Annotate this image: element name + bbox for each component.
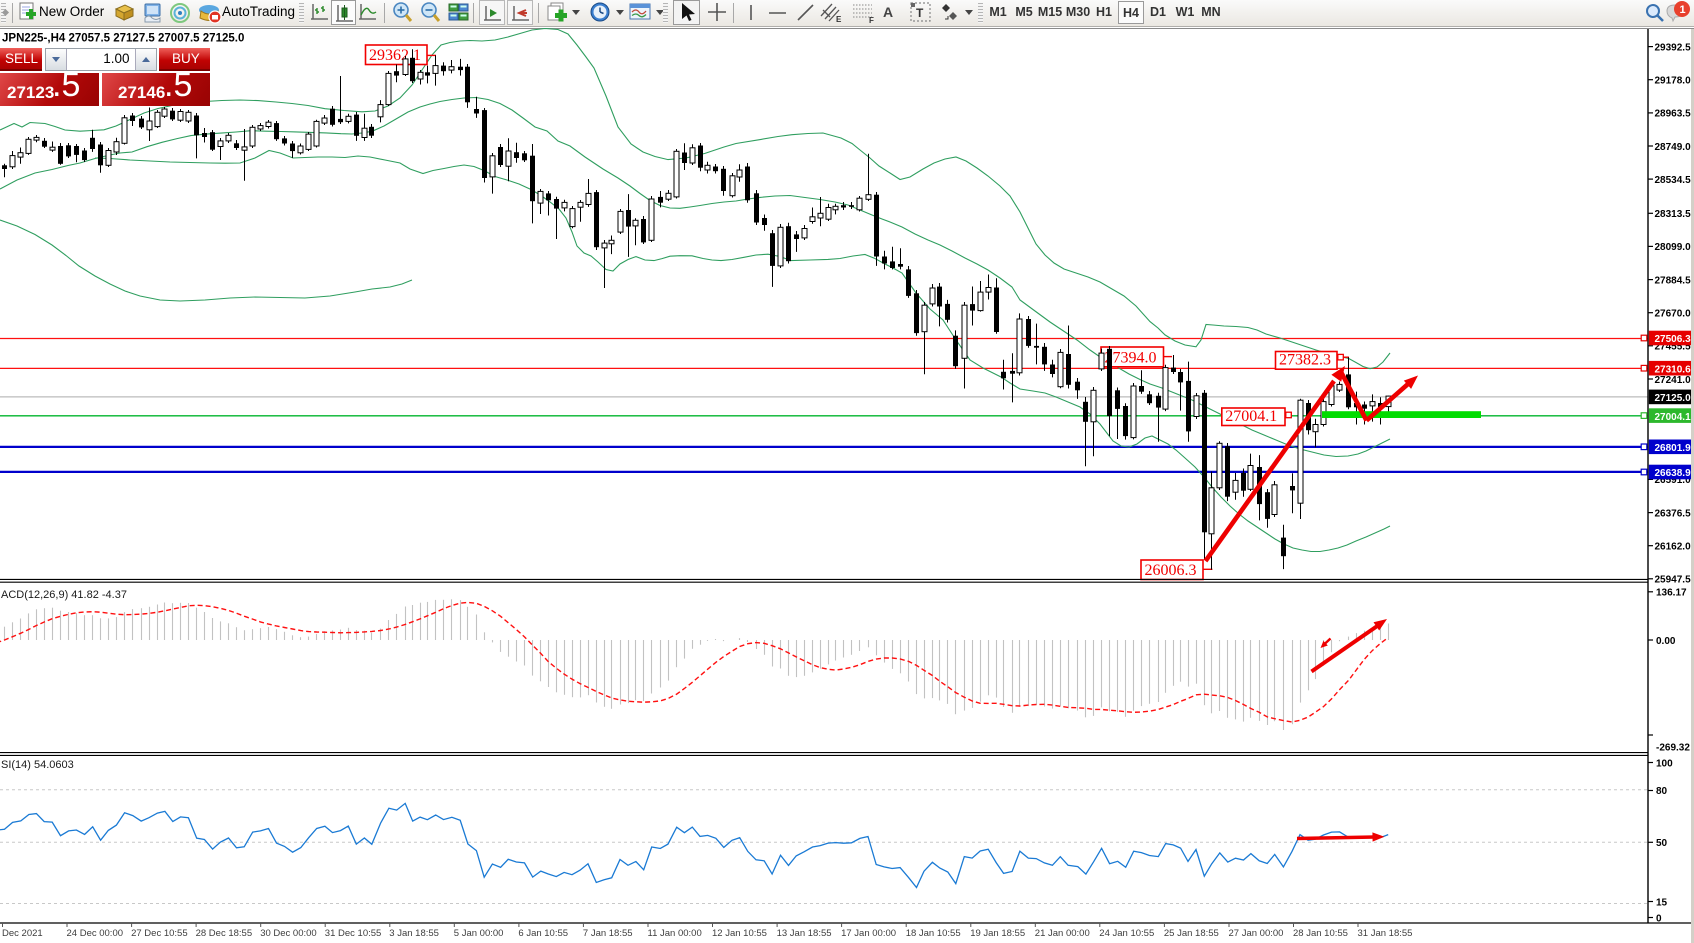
svg-text:27004.1: 27004.1 [1655,412,1692,423]
svg-text:26801.9: 26801.9 [1655,443,1692,454]
svg-text:27382.3: 27382.3 [1279,352,1331,369]
svg-text:31 Jan 18:55: 31 Jan 18:55 [1358,928,1413,939]
svg-text:28 Jan 10:55: 28 Jan 10:55 [1293,928,1348,939]
svg-text:7 Jan 18:55: 7 Jan 18:55 [583,928,633,939]
svg-text:Dec 2021: Dec 2021 [2,928,43,939]
svg-text:25947.5: 25947.5 [1655,575,1692,586]
svg-text:3 Jan 18:55: 3 Jan 18:55 [389,928,439,939]
svg-text:26638.9: 26638.9 [1655,468,1692,479]
svg-text:27 Jan 00:00: 27 Jan 00:00 [1229,928,1284,939]
svg-text:25 Jan 18:55: 25 Jan 18:55 [1164,928,1219,939]
svg-text:27506.3: 27506.3 [1655,334,1692,345]
svg-text:80: 80 [1656,786,1668,797]
svg-text:27310.6: 27310.6 [1655,364,1692,375]
svg-text:26162.0: 26162.0 [1655,542,1692,553]
svg-text:27241.0: 27241.0 [1655,375,1692,386]
svg-text:17 Jan 00:00: 17 Jan 00:00 [841,928,896,939]
svg-text:0.00: 0.00 [1656,636,1676,647]
svg-text:136.17: 136.17 [1656,588,1687,599]
svg-text:100: 100 [1656,759,1673,770]
svg-text:0: 0 [1656,914,1662,925]
svg-text:30 Dec 00:00: 30 Dec 00:00 [260,928,317,939]
svg-text:1: 1 [1680,4,1686,16]
svg-text:28963.5: 28963.5 [1655,109,1692,120]
svg-text:28534.5: 28534.5 [1655,175,1692,186]
svg-text:24 Jan 10:55: 24 Jan 10:55 [1099,928,1154,939]
svg-text:-269.32: -269.32 [1656,743,1690,754]
svg-text:26376.5: 26376.5 [1655,508,1692,519]
svg-text:6 Jan 10:55: 6 Jan 10:55 [518,928,568,939]
svg-text:19 Jan 18:55: 19 Jan 18:55 [970,928,1025,939]
svg-text:27455.5: 27455.5 [1655,342,1692,353]
svg-text:28749.0: 28749.0 [1655,142,1692,153]
svg-text:13 Jan 18:55: 13 Jan 18:55 [777,928,832,939]
svg-text:T: T [916,6,924,20]
svg-text:27 Dec 10:55: 27 Dec 10:55 [131,928,188,939]
svg-text:27004.1: 27004.1 [1225,408,1277,425]
svg-text:SI(14) 54.0603: SI(14) 54.0603 [1,759,74,771]
svg-text:5 Jan 00:00: 5 Jan 00:00 [454,928,504,939]
svg-text:11 Jan 00:00: 11 Jan 00:00 [648,928,702,939]
svg-text:29392.5: 29392.5 [1655,42,1692,53]
svg-text:29178.0: 29178.0 [1655,76,1692,87]
svg-text:50: 50 [1656,838,1668,849]
svg-text:31 Dec 10:55: 31 Dec 10:55 [325,928,382,939]
svg-text:27670.0: 27670.0 [1655,309,1692,320]
svg-text:ACD(12,26,9) 41.82 -4.37: ACD(12,26,9) 41.82 -4.37 [1,589,127,601]
svg-text:28313.5: 28313.5 [1655,209,1692,220]
svg-text:15: 15 [1656,898,1668,909]
svg-text:F: F [869,16,874,25]
svg-text:27125.0: 27125.0 [1655,393,1692,404]
svg-text:27394.0: 27394.0 [1105,349,1157,366]
svg-text:28 Dec 18:55: 28 Dec 18:55 [196,928,253,939]
svg-text:E: E [836,15,842,24]
svg-text:26006.3: 26006.3 [1145,562,1197,579]
svg-text:12 Jan 10:55: 12 Jan 10:55 [712,928,767,939]
svg-text:28099.0: 28099.0 [1655,242,1692,253]
svg-text:24 Dec 00:00: 24 Dec 00:00 [67,928,124,939]
svg-text:26591.0: 26591.0 [1655,475,1692,486]
svg-text:18 Jan 10:55: 18 Jan 10:55 [906,928,961,939]
svg-text:27884.5: 27884.5 [1655,275,1692,286]
svg-text:JPN225-,H4 27057.5 27127.5 27: JPN225-,H4 27057.5 27127.5 27007.5 27125… [2,33,244,45]
svg-text:21 Jan 00:00: 21 Jan 00:00 [1035,928,1090,939]
